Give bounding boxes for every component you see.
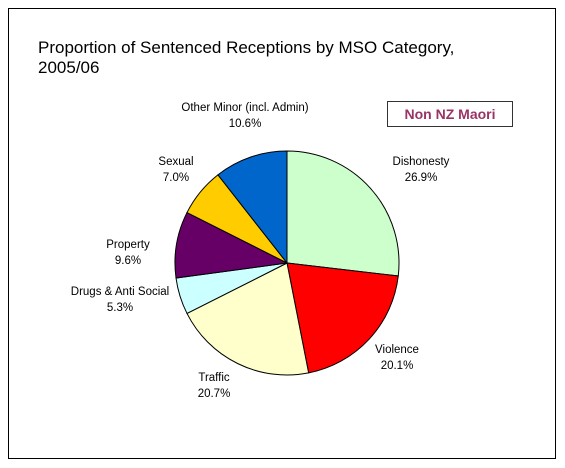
slice-label: Property 9.6% (88, 237, 168, 269)
category-label: Other Minor (incl. Admin) (181, 102, 309, 114)
value-label: 5.3% (106, 302, 134, 314)
category-label: Property (106, 239, 150, 251)
annotation: Non NZ Maori (387, 101, 513, 127)
slice-label: Traffic 20.7% (174, 370, 254, 402)
slice-label: Drugs & Anti Social 5.3% (68, 284, 172, 316)
category-label: Sexual (158, 156, 194, 168)
value-label: 9.6% (114, 255, 142, 267)
chart-title: Proportion of Sentenced Receptions by MS… (38, 38, 455, 77)
chart-frame (8, 8, 556, 459)
category-label: Traffic (198, 372, 230, 384)
slice-label: Sexual 7.0% (136, 154, 216, 186)
category-label: Dishonesty (392, 156, 450, 168)
slice-label: Other Minor (incl. Admin) 10.6% (178, 100, 312, 132)
pie-slice (186, 262, 310, 376)
value-label: 20.7% (197, 388, 231, 400)
value-label: 7.0% (162, 172, 190, 184)
value-label: 20.1% (380, 360, 414, 372)
category-label: Violence (375, 344, 419, 356)
value-label: 10.6% (228, 118, 262, 130)
pie-slice (217, 150, 288, 265)
category-label: Drugs & Anti Social (70, 286, 170, 298)
pie-slice (286, 150, 400, 277)
pie-slice (286, 262, 399, 374)
slice-label: Dishonesty 26.9% (376, 154, 466, 186)
value-label: 26.9% (404, 172, 438, 184)
slice-label: Violence 20.1% (357, 342, 437, 374)
